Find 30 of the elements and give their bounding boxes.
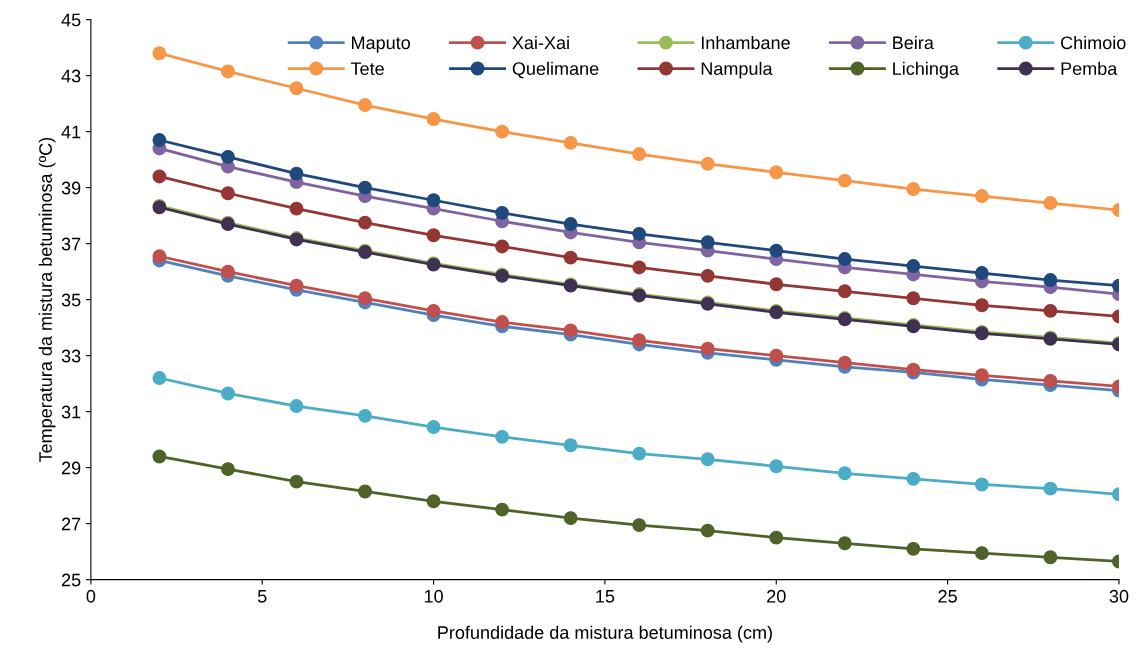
legend-label: Tete: [350, 62, 384, 76]
y-tick-label: 35: [61, 293, 81, 307]
y-tick-label: 25: [61, 573, 81, 587]
x-tick-label: 10: [424, 589, 443, 603]
y-tick-label: 41: [61, 125, 81, 139]
x-tick-label: 15: [596, 590, 615, 603]
x-tick-label: 25: [938, 589, 957, 603]
legend-label: Chimoio: [1061, 35, 1126, 50]
x-tick-label: 30: [1109, 589, 1129, 603]
x-tick-label: 20: [767, 589, 786, 603]
y-tick-label: 45: [61, 13, 81, 27]
y-tick-label: 39: [61, 181, 81, 195]
y-tick-label: 29: [61, 461, 81, 475]
legend-label: Nampula: [701, 61, 773, 79]
legend-label: Lichinga: [893, 61, 959, 79]
legend-label: Inhambane: [701, 35, 790, 50]
y-tick-label: 37: [61, 237, 81, 251]
legend-label: Xai-Xai: [512, 35, 569, 50]
y-axis-title: Temperatura da mistura betuminosa (ºC): [38, 137, 56, 463]
legend-label: Quelimane: [512, 61, 599, 79]
legend-label: Pemba: [1061, 61, 1118, 76]
y-tick-label: 27: [61, 517, 81, 531]
legend-label: Beira: [893, 35, 934, 50]
y-tick-label: 43: [61, 69, 81, 83]
x-tick-label: 5: [257, 590, 267, 603]
legend-label: Maputo: [352, 36, 410, 53]
x-tick-label: 0: [86, 589, 96, 603]
x-axis-title: Profundidade da mistura betuminosa (cm): [438, 625, 772, 643]
y-tick-label: 33: [61, 349, 81, 363]
y-tick-label: 31: [61, 405, 81, 419]
